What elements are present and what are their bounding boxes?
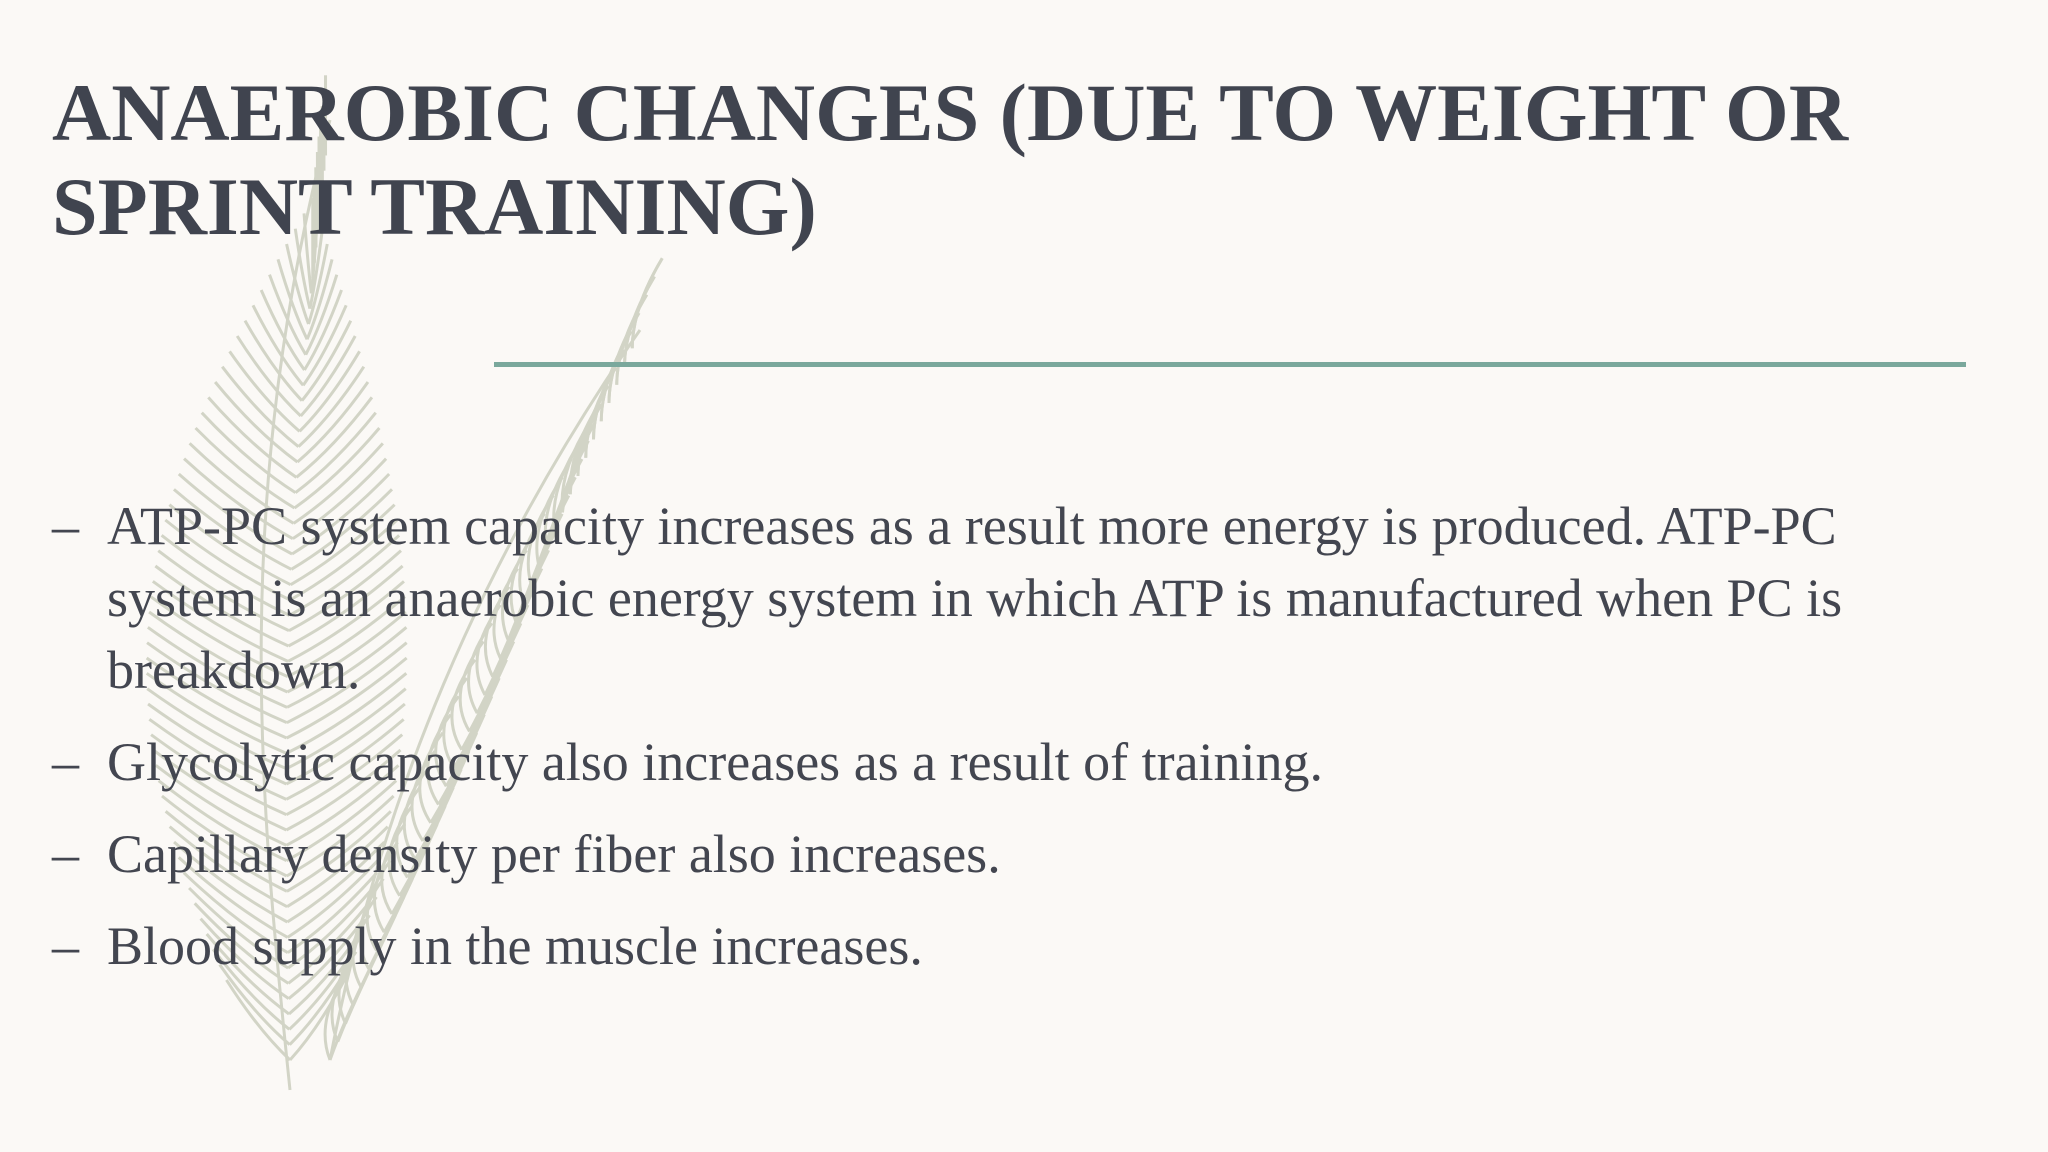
feather-barb xyxy=(308,228,324,309)
feather-barb xyxy=(294,411,377,494)
feather-barb xyxy=(307,243,329,325)
feather-barb xyxy=(304,274,339,356)
feather-barb xyxy=(296,381,370,464)
feather-barb xyxy=(295,396,374,479)
feather-barb xyxy=(301,304,348,387)
feather-barb xyxy=(200,411,297,494)
feather-barb xyxy=(300,320,353,402)
feather-barb xyxy=(299,335,357,418)
bullet-item: Blood supply in the muscle increases. xyxy=(52,910,1972,982)
feather-barb xyxy=(285,243,310,325)
feather-barb xyxy=(228,350,301,433)
feather-barb xyxy=(293,228,312,310)
feather-barb xyxy=(268,274,308,356)
divider xyxy=(494,362,1966,367)
bullet-item: ATP-PC system capacity increases as a re… xyxy=(52,490,1972,706)
feather-barb xyxy=(221,365,300,448)
bullet-item: Capillary density per fiber also increas… xyxy=(52,818,1972,890)
feather-barb xyxy=(235,335,302,418)
bullet-list: ATP-PC system capacity increases as a re… xyxy=(52,490,1972,1002)
feather-barb xyxy=(225,979,292,1062)
feather-barb xyxy=(305,258,334,340)
feather-barb xyxy=(623,275,656,367)
bullet-item: Glycolytic capacity also increases as a … xyxy=(52,726,1972,798)
feather-barb xyxy=(623,275,656,367)
feather-barb xyxy=(213,381,299,464)
feather-barb xyxy=(276,258,309,340)
feather-barb xyxy=(303,289,343,371)
feather-barb xyxy=(251,304,305,387)
feather-barb xyxy=(259,289,306,371)
slide-title: ANAEROBIC CHANGES (DUE TO WEIGHT OR SPRI… xyxy=(52,67,1849,252)
feather-barb xyxy=(297,365,366,448)
feather-barb xyxy=(298,350,361,433)
feather-barb xyxy=(630,257,664,349)
feather-barb xyxy=(243,319,304,402)
feather-barb xyxy=(207,396,298,479)
